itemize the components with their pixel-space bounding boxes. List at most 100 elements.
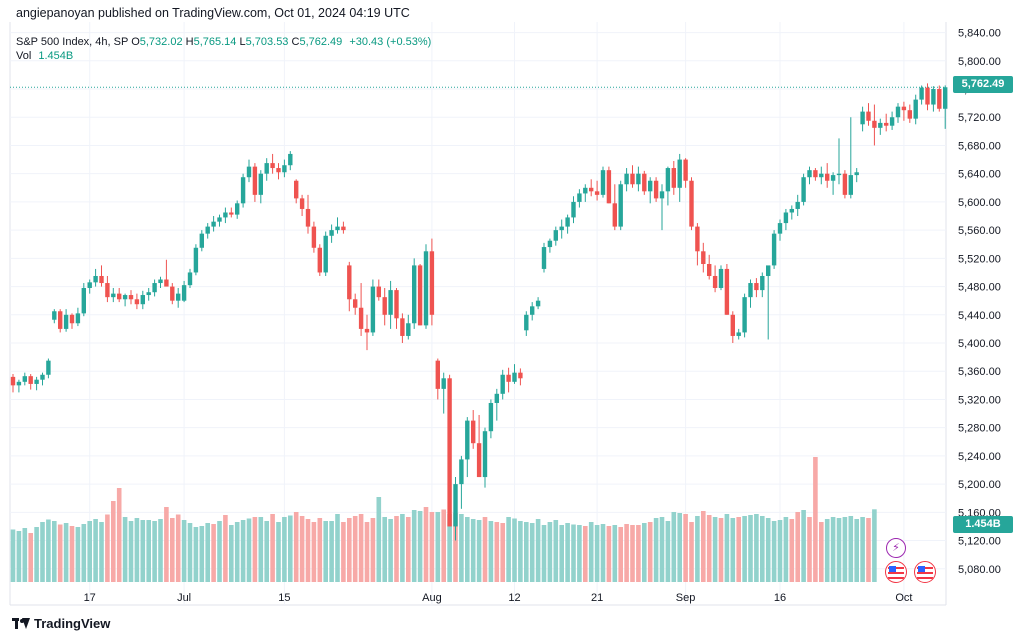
volume-bar: [299, 516, 305, 582]
volume-bar: [246, 518, 252, 582]
tradingview-brand[interactable]: TradingView: [12, 616, 110, 631]
volume-bar: [553, 520, 559, 582]
candle-body: [825, 173, 830, 181]
volume-bar: [358, 514, 364, 582]
volume-legend[interactable]: Vol 1.454B: [16, 50, 73, 62]
candle-body: [878, 122, 883, 128]
symbol-name[interactable]: S&P 500 Index, 4h, SP: [16, 36, 129, 48]
volume-bar: [742, 516, 747, 582]
volume-bar: [175, 514, 181, 582]
volume-bar: [724, 514, 730, 582]
open-value: 5,732.02: [139, 36, 183, 48]
volume-bar: [28, 533, 33, 582]
candle-body: [447, 378, 452, 527]
candle-body: [512, 372, 517, 382]
volume-bar: [465, 517, 470, 582]
volume-bar: [500, 523, 505, 582]
volume-bar: [482, 517, 488, 582]
volume-bar: [653, 518, 659, 582]
volume-bar: [40, 522, 45, 582]
volume-bar: [600, 524, 606, 582]
candle-body: [146, 292, 151, 296]
volume-bars: [10, 457, 877, 582]
volume-bar: [423, 507, 429, 582]
candle-body: [388, 290, 393, 315]
candle-body: [400, 318, 405, 336]
candle-body: [270, 163, 275, 169]
y-tick-label: 5,520.00: [958, 253, 1001, 265]
candle-body: [583, 187, 588, 194]
volume-bar: [417, 511, 423, 582]
candle-body: [16, 381, 22, 386]
volume-bar: [217, 521, 222, 582]
candle-body: [335, 226, 340, 231]
candle-body: [441, 378, 446, 389]
x-tick-label: 12: [508, 592, 520, 604]
volume-bar: [288, 515, 293, 582]
x-tick-label: Jul: [177, 592, 191, 604]
volume-bar: [146, 520, 151, 582]
volume-bar: [659, 517, 665, 582]
volume-bar: [706, 515, 712, 582]
volume-bar: [470, 519, 476, 582]
volume-bar: [559, 525, 564, 582]
candle-body: [294, 180, 299, 199]
candle-body: [382, 297, 387, 315]
candle-body: [766, 265, 771, 276]
candle-body: [819, 173, 824, 178]
last-price-tag: 5,762.49: [953, 76, 1013, 93]
candle-body: [187, 272, 193, 286]
y-tick-label: 5,320.00: [958, 394, 1001, 406]
publisher-line: angiepanoyan published on TradingView.co…: [16, 6, 410, 20]
y-tick-label: 5,360.00: [958, 366, 1001, 378]
volume-bar: [429, 512, 435, 582]
volume-bar: [860, 517, 865, 582]
volume-bar: [193, 527, 199, 582]
y-tick-label: 5,560.00: [958, 225, 1001, 237]
candle-body: [895, 106, 901, 118]
candle-body: [205, 226, 210, 234]
candle-body: [836, 173, 842, 176]
volume-bar: [81, 524, 87, 582]
candle-body: [164, 279, 169, 287]
lightning-icon[interactable]: ⚡: [886, 538, 906, 558]
volume-bar: [388, 519, 393, 582]
candle-body: [364, 328, 370, 333]
candle-body: [630, 173, 635, 185]
candle-body: [866, 111, 871, 121]
candle-body: [695, 226, 700, 252]
price-axis[interactable]: 5,080.005,120.005,160.005,200.005,240.00…: [958, 28, 1001, 576]
volume-bar: [476, 520, 482, 582]
volume-bar: [258, 517, 264, 582]
candle-body: [594, 191, 600, 195]
symbol-legend[interactable]: S&P 500 Index, 4h, SP O5,732.02 H5,765.1…: [16, 34, 431, 50]
y-tick-label: 5,680.00: [958, 140, 1001, 152]
volume-bar: [10, 529, 16, 582]
y-tick-label: 5,600.00: [958, 197, 1001, 209]
candle-body: [518, 372, 523, 379]
volume-label: Vol: [16, 50, 32, 62]
x-tick-label: Aug: [422, 592, 442, 604]
volume-bar: [181, 520, 187, 582]
candle-body: [701, 251, 706, 264]
candle-body: [807, 170, 812, 178]
volume-bar: [541, 525, 547, 582]
us-flag-icon[interactable]: [914, 561, 936, 583]
x-tick-label: 21: [591, 592, 603, 604]
candle-body: [565, 217, 570, 227]
time-axis[interactable]: 17 Jul 15 Aug 12 21 Sep 16 Oct: [84, 592, 913, 604]
volume-bar: [205, 523, 210, 582]
volume-bar: [730, 518, 736, 582]
volume-bar: [830, 517, 836, 582]
candle-body: [884, 122, 889, 126]
volume-bar: [459, 514, 464, 582]
candle-body: [10, 376, 16, 386]
us-flag-icon[interactable]: [885, 561, 907, 583]
candle-body: [718, 268, 724, 288]
volume-bar: [128, 521, 134, 582]
volume-bar: [282, 517, 287, 582]
candle-body: [311, 226, 317, 248]
volume-bar: [99, 522, 104, 582]
volume-bar: [134, 518, 140, 582]
